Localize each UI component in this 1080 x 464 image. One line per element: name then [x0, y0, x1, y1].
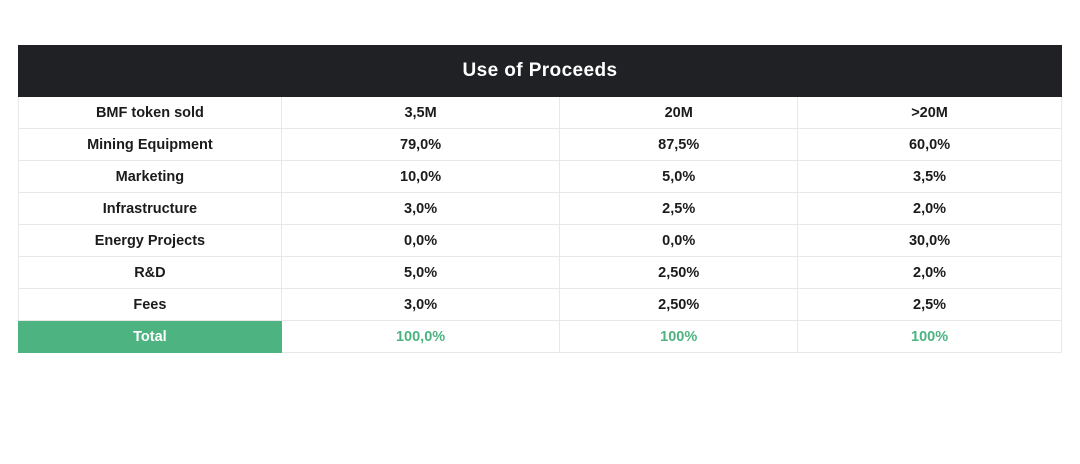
row-label: R&D: [18, 256, 282, 289]
table-cell: 0,0%: [280, 224, 561, 257]
table-cell: 60,0%: [797, 128, 1062, 161]
table-cell: 100%: [797, 320, 1062, 353]
row-label: Marketing: [18, 160, 282, 193]
table-row: Energy Projects 0,0% 0,0% 30,0%: [18, 224, 1062, 257]
table-cell: 3,5M: [280, 96, 561, 129]
table-row: R&D 5,0% 2,50% 2,0%: [18, 256, 1062, 289]
table-cell: 100,0%: [280, 320, 561, 353]
table-cell: 100%: [559, 320, 799, 353]
table-cell: 2,50%: [559, 256, 799, 289]
table-row: Fees 3,0% 2,50% 2,5%: [18, 288, 1062, 321]
table-row: Marketing 10,0% 5,0% 3,5%: [18, 160, 1062, 193]
row-label: Fees: [18, 288, 282, 321]
title-row: Use of Proceeds: [18, 45, 1062, 97]
table-cell: 3,0%: [280, 288, 561, 321]
table-row-token-sold: BMF token sold 3,5M 20M >20M: [18, 96, 1062, 129]
table-cell: 2,5%: [559, 192, 799, 225]
table-cell: 2,5%: [797, 288, 1062, 321]
table-cell: 2,0%: [797, 192, 1062, 225]
table-cell: 30,0%: [797, 224, 1062, 257]
table-row: Mining Equipment 79,0% 87,5% 60,0%: [18, 128, 1062, 161]
row-label: BMF token sold: [18, 96, 282, 129]
table-cell: 0,0%: [559, 224, 799, 257]
table-cell: >20M: [797, 96, 1062, 129]
use-of-proceeds-table: Use of Proceeds BMF token sold 3,5M 20M …: [18, 45, 1062, 353]
table-title: Use of Proceeds: [18, 45, 1062, 97]
table-cell: 3,0%: [280, 192, 561, 225]
table-cell: 87,5%: [559, 128, 799, 161]
row-label: Energy Projects: [18, 224, 282, 257]
table-cell: 20M: [559, 96, 799, 129]
table-cell: 5,0%: [559, 160, 799, 193]
row-label: Infrastructure: [18, 192, 282, 225]
table-cell: 10,0%: [280, 160, 561, 193]
total-row: Total 100,0% 100% 100%: [18, 320, 1062, 353]
table-row: Infrastructure 3,0% 2,5% 2,0%: [18, 192, 1062, 225]
table-cell: 79,0%: [280, 128, 561, 161]
total-row-label: Total: [18, 320, 282, 353]
table-cell: 2,50%: [559, 288, 799, 321]
table-cell: 5,0%: [280, 256, 561, 289]
table-cell: 2,0%: [797, 256, 1062, 289]
table-cell: 3,5%: [797, 160, 1062, 193]
row-label: Mining Equipment: [18, 128, 282, 161]
